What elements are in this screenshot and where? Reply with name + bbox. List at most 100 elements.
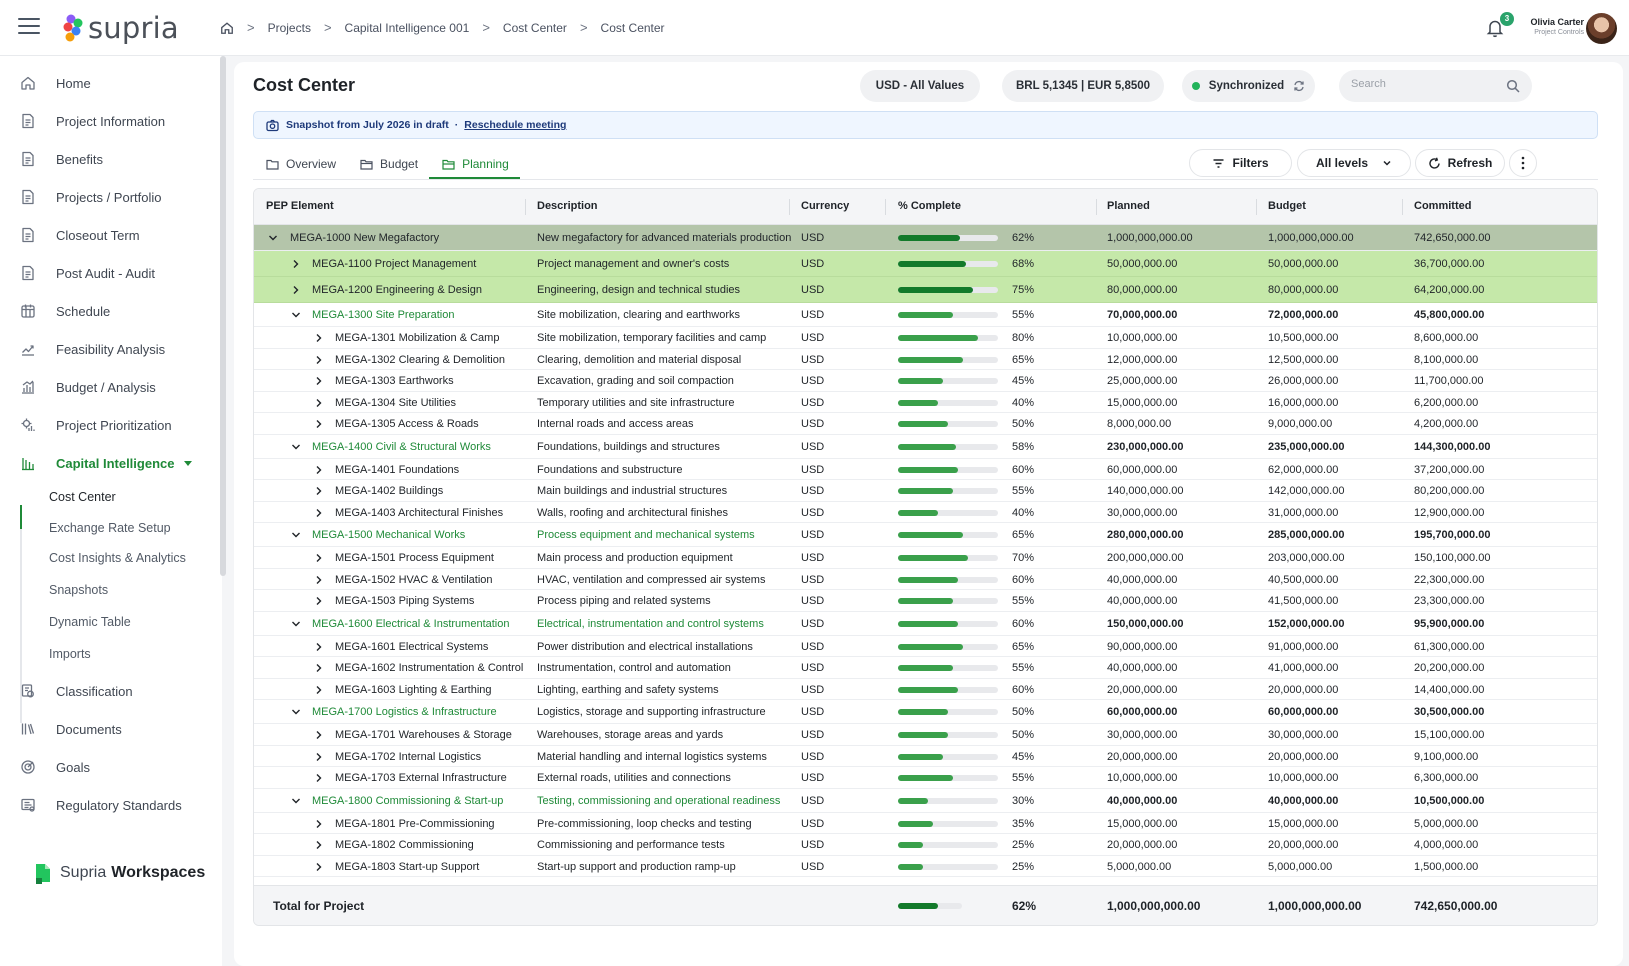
chevron-right-icon[interactable]	[291, 285, 299, 294]
chevron-right-icon[interactable]	[291, 259, 299, 268]
table-row[interactable]: MEGA-1300 Site Preparation Site mobilizat…	[254, 303, 1597, 327]
chevron-right-icon[interactable]	[314, 508, 322, 517]
avatar[interactable]	[1586, 13, 1617, 44]
table-row[interactable]: MEGA-1802 Commissioning Commissioning and…	[254, 834, 1597, 856]
submenu-item-cost-insights-analytics[interactable]: Cost Insights & Analytics	[49, 551, 186, 565]
chevron-right-icon[interactable]	[314, 486, 322, 495]
table-row[interactable]: MEGA-1100 Project Management Project mana…	[254, 251, 1597, 277]
reschedule-meeting-link[interactable]: Reschedule meeting	[464, 119, 567, 131]
chevron-right-icon[interactable]	[314, 419, 322, 428]
sidebar-item-closeout-term[interactable]: Closeout Term	[20, 224, 140, 246]
chevron-right-icon[interactable]	[314, 773, 322, 782]
sidebar-item-budget-analysis[interactable]: Budget / Analysis	[20, 376, 156, 398]
table-row[interactable]: MEGA-1501 Process Equipment Main process …	[254, 547, 1597, 569]
chevron-right-icon[interactable]	[314, 752, 322, 761]
table-row[interactable]: MEGA-1304 Site Utilities Temporary utilit…	[254, 392, 1597, 413]
tab-budget[interactable]: Budget	[347, 150, 429, 179]
search-input[interactable]	[1351, 78, 1501, 90]
sidebar-scrollbar[interactable]	[220, 56, 226, 576]
chevron-right-icon[interactable]	[314, 819, 322, 828]
table-row[interactable]: MEGA-1402 Buildings Main buildings and in…	[254, 480, 1597, 502]
workspaces-link[interactable]: Supria Workspaces	[34, 862, 205, 884]
sidebar-item-benefits[interactable]: Benefits	[20, 148, 103, 170]
submenu-item-imports[interactable]: Imports	[49, 647, 91, 661]
chevron-right-icon[interactable]	[314, 642, 322, 651]
menu-icon[interactable]	[18, 18, 40, 36]
sidebar-item-home[interactable]: Home	[20, 72, 91, 94]
breadcrumb-cost-center[interactable]: Cost Center	[502, 20, 567, 35]
bell-icon[interactable]	[1486, 18, 1504, 38]
refresh-button[interactable]: Refresh	[1415, 149, 1505, 177]
table-row[interactable]: MEGA-1303 Earthworks Excavation, grading …	[254, 370, 1597, 392]
table-row[interactable]: MEGA-1400 Civil & Structural Works Founda…	[254, 435, 1597, 459]
chevron-right-icon[interactable]	[314, 553, 322, 562]
exchange-rates[interactable]: BRL 5,1345 | EUR 5,8500	[1002, 70, 1164, 102]
table-row[interactable]: MEGA-1800 Commissioning & Start-up Testin…	[254, 789, 1597, 813]
currency-selector[interactable]: USD - All Values	[860, 70, 980, 102]
sidebar-item-projects-portfolio[interactable]: Projects / Portfolio	[20, 186, 162, 208]
col-planned[interactable]: Planned	[1107, 200, 1150, 212]
sidebar-item-goals[interactable]: Goals	[20, 756, 90, 778]
table-row[interactable]: MEGA-1702 Internal Logistics Material han…	[254, 746, 1597, 767]
table-row[interactable]: MEGA-1703 External Infrastructure Externa…	[254, 767, 1597, 789]
table-row[interactable]: MEGA-1401 Foundations Foundations and sub…	[254, 459, 1597, 480]
chevron-right-icon[interactable]	[314, 663, 322, 672]
sidebar-item-project-information[interactable]: Project Information	[20, 110, 165, 132]
chevron-down-icon[interactable]	[291, 530, 300, 538]
chevron-right-icon[interactable]	[314, 398, 322, 407]
more-options-button[interactable]	[1509, 149, 1537, 177]
col-description[interactable]: Description	[537, 200, 598, 212]
col-committed[interactable]: Committed	[1414, 200, 1472, 212]
chevron-right-icon[interactable]	[314, 596, 322, 605]
sidebar-item-post-audit-audit[interactable]: Post Audit - Audit	[20, 262, 155, 284]
home-icon[interactable]	[220, 21, 234, 35]
chevron-right-icon[interactable]	[314, 840, 322, 849]
col-budget[interactable]: Budget	[1268, 200, 1306, 212]
table-row[interactable]: MEGA-1700 Logistics & Infrastructure Logi…	[254, 700, 1597, 724]
table-row[interactable]: MEGA-1600 Electrical & Instrumentation El…	[254, 612, 1597, 636]
table-row[interactable]: MEGA-1503 Piping Systems Process piping a…	[254, 590, 1597, 612]
sidebar-item-documents[interactable]: Documents	[20, 718, 122, 740]
tab-overview[interactable]: Overview	[253, 150, 347, 179]
breadcrumb-capital-intelligence[interactable]: Capital Intelligence 001	[344, 20, 470, 35]
tab-planning[interactable]: Planning	[429, 150, 520, 179]
sidebar-item-classification[interactable]: Classification	[20, 680, 133, 702]
sidebar-item-feasibility-analysis[interactable]: Feasibility Analysis	[20, 338, 165, 360]
table-row[interactable]: MEGA-1801 Pre-Commissioning Pre-commissio…	[254, 813, 1597, 834]
sidebar-item-regulatory-standards[interactable]: Regulatory Standards	[20, 794, 182, 816]
table-row[interactable]: MEGA-1603 Lighting & Earthing Lighting, e…	[254, 679, 1597, 700]
levels-dropdown[interactable]: All levels	[1297, 149, 1411, 177]
table-row[interactable]: MEGA-1301 Mobilization & Camp Site mobili…	[254, 327, 1597, 349]
chevron-down-icon[interactable]	[291, 442, 300, 450]
search-icon[interactable]	[1506, 79, 1520, 93]
submenu-item-cost-center[interactable]: Cost Center	[49, 490, 116, 504]
chevron-down-icon[interactable]	[291, 796, 300, 804]
sidebar-item-project-prioritization[interactable]: Project Prioritization	[20, 414, 172, 436]
chevron-right-icon[interactable]	[314, 465, 322, 474]
table-row[interactable]: MEGA-1000 New Megafactory New megafactory…	[254, 225, 1597, 251]
table-row[interactable]: MEGA-1803 Start-up Support Start-up suppo…	[254, 856, 1597, 877]
sync-status[interactable]: Synchronized	[1182, 70, 1315, 102]
sidebar-item-capital-intelligence[interactable]: Capital Intelligence	[20, 452, 193, 474]
table-row[interactable]: MEGA-1403 Architectural Finishes Walls, r…	[254, 502, 1597, 523]
user-info[interactable]: Olivia Carter Project Controls	[1527, 17, 1584, 36]
table-row[interactable]: MEGA-1302 Clearing & Demolition Clearing,…	[254, 349, 1597, 370]
filters-button[interactable]: Filters	[1189, 149, 1292, 177]
chevron-right-icon[interactable]	[314, 685, 322, 694]
chevron-right-icon[interactable]	[314, 355, 322, 364]
sidebar-item-schedule[interactable]: Schedule	[20, 300, 110, 322]
col-currency[interactable]: Currency	[801, 200, 850, 212]
chevron-right-icon[interactable]	[314, 575, 322, 584]
col-percent-complete[interactable]: % Complete	[898, 200, 961, 212]
chevron-down-icon[interactable]	[291, 310, 300, 318]
chevron-right-icon[interactable]	[314, 730, 322, 739]
app-logo[interactable]: supria	[62, 11, 179, 45]
table-row[interactable]: MEGA-1200 Engineering & Design Engineerin…	[254, 277, 1597, 303]
table-row[interactable]: MEGA-1305 Access & Roads Internal roads a…	[254, 413, 1597, 435]
breadcrumb-projects[interactable]: Projects	[267, 20, 311, 35]
submenu-item-dynamic-table[interactable]: Dynamic Table	[49, 615, 131, 629]
table-row[interactable]: MEGA-1701 Warehouses & Storage Warehouses…	[254, 724, 1597, 746]
table-row[interactable]: MEGA-1601 Electrical Systems Power distri…	[254, 636, 1597, 657]
chevron-right-icon[interactable]	[314, 333, 322, 342]
col-pep-element[interactable]: PEP Element	[266, 200, 334, 212]
